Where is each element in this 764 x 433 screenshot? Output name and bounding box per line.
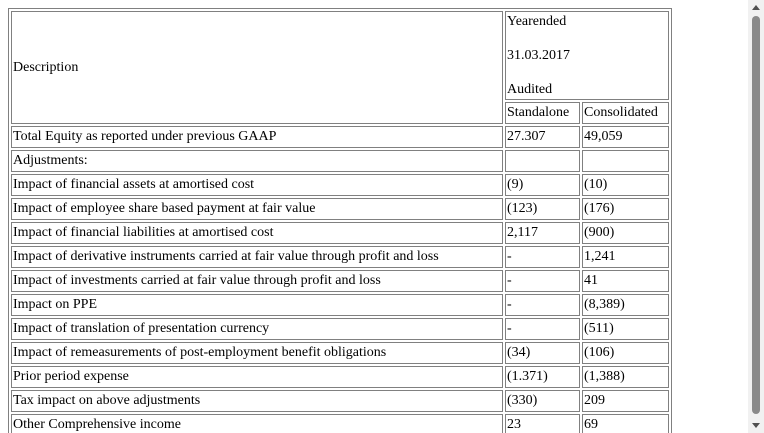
row-description: Impact of investments carried at fair va… bbox=[11, 270, 503, 292]
row-consolidated-value: (1,388) bbox=[582, 366, 669, 388]
table-row: Impact of financial assets at amortised … bbox=[11, 174, 669, 196]
row-description: Total Equity as reported under previous … bbox=[11, 126, 503, 148]
table-row: Impact of investments carried at fair va… bbox=[11, 270, 669, 292]
scroll-down-arrow-icon[interactable] bbox=[752, 423, 760, 428]
scroll-up-arrow-icon[interactable] bbox=[752, 5, 760, 10]
page-viewport: Description Yearended 31.03.2017 Audited… bbox=[8, 8, 672, 433]
scrollbar-thumb[interactable] bbox=[752, 16, 760, 414]
row-standalone-value: (9) bbox=[505, 174, 580, 196]
row-standalone-value: 2,117 bbox=[505, 222, 580, 244]
table-row: Prior period expense (1.371) (1,388) bbox=[11, 366, 669, 388]
table-row: Impact of remeasurements of post-employm… bbox=[11, 342, 669, 364]
row-consolidated-value: 41 bbox=[582, 270, 669, 292]
row-consolidated-value: 69 bbox=[582, 414, 669, 433]
row-description: Adjustments: bbox=[11, 150, 503, 172]
row-standalone-value: (123) bbox=[505, 198, 580, 220]
row-description: Impact of remeasurements of post-employm… bbox=[11, 342, 503, 364]
row-description: Impact of derivative instruments carried… bbox=[11, 246, 503, 268]
table-row: Impact on PPE - (8,389) bbox=[11, 294, 669, 316]
row-standalone-value: 27.307 bbox=[505, 126, 580, 148]
row-description: Impact of translation of presentation cu… bbox=[11, 318, 503, 340]
row-standalone-value: - bbox=[505, 270, 580, 292]
row-consolidated-value: (8,389) bbox=[582, 294, 669, 316]
table-row: Impact of derivative instruments carried… bbox=[11, 246, 669, 268]
row-standalone-value: - bbox=[505, 246, 580, 268]
row-standalone-value: - bbox=[505, 294, 580, 316]
period-date: 31.03.2017 bbox=[507, 48, 570, 63]
table-row: Tax impact on above adjustments (330) 209 bbox=[11, 390, 669, 412]
table-row: Other Comprehensive income 23 69 bbox=[11, 414, 669, 433]
table-row: Impact of employee share based payment a… bbox=[11, 198, 669, 220]
row-description: Impact of employee share based payment a… bbox=[11, 198, 503, 220]
equity-reconciliation-table: Description Yearended 31.03.2017 Audited… bbox=[8, 8, 672, 433]
row-description: Impact on PPE bbox=[11, 294, 503, 316]
row-description: Other Comprehensive income bbox=[11, 414, 503, 433]
row-consolidated-value: 1,241 bbox=[582, 246, 669, 268]
table-row: Adjustments: bbox=[11, 150, 669, 172]
row-consolidated-value: (511) bbox=[582, 318, 669, 340]
row-consolidated-value: 209 bbox=[582, 390, 669, 412]
subheader-row: Standalone Consolidated bbox=[11, 102, 669, 124]
period-header: Yearended 31.03.2017 Audited bbox=[505, 11, 669, 100]
row-description: Tax impact on above adjustments bbox=[11, 390, 503, 412]
period-label: Yearended bbox=[507, 14, 567, 29]
table-row: Total Equity as reported under previous … bbox=[11, 126, 669, 148]
consolidated-header: Consolidated bbox=[582, 102, 669, 124]
table-row: Impact of financial liabilities at amort… bbox=[11, 222, 669, 244]
row-consolidated-value: (106) bbox=[582, 342, 669, 364]
row-consolidated-value: 49,059 bbox=[582, 126, 669, 148]
row-description: Prior period expense bbox=[11, 366, 503, 388]
standalone-header: Standalone bbox=[505, 102, 580, 124]
row-consolidated-value: (10) bbox=[582, 174, 669, 196]
row-standalone-value: 23 bbox=[505, 414, 580, 433]
row-consolidated-value: (176) bbox=[582, 198, 669, 220]
table-row: Impact of translation of presentation cu… bbox=[11, 318, 669, 340]
period-status: Audited bbox=[507, 82, 553, 97]
row-description: Impact of financial liabilities at amort… bbox=[11, 222, 503, 244]
row-standalone-value: (330) bbox=[505, 390, 580, 412]
row-standalone-value bbox=[505, 150, 580, 172]
row-standalone-value: - bbox=[505, 318, 580, 340]
description-header: Description bbox=[11, 11, 503, 124]
row-standalone-value: (34) bbox=[505, 342, 580, 364]
row-consolidated-value bbox=[582, 150, 669, 172]
row-consolidated-value: (900) bbox=[582, 222, 669, 244]
row-standalone-value: (1.371) bbox=[505, 366, 580, 388]
row-description: Impact of financial assets at amortised … bbox=[11, 174, 503, 196]
header-row: Description Yearended 31.03.2017 Audited bbox=[11, 11, 669, 124]
vertical-scrollbar[interactable] bbox=[748, 0, 764, 433]
